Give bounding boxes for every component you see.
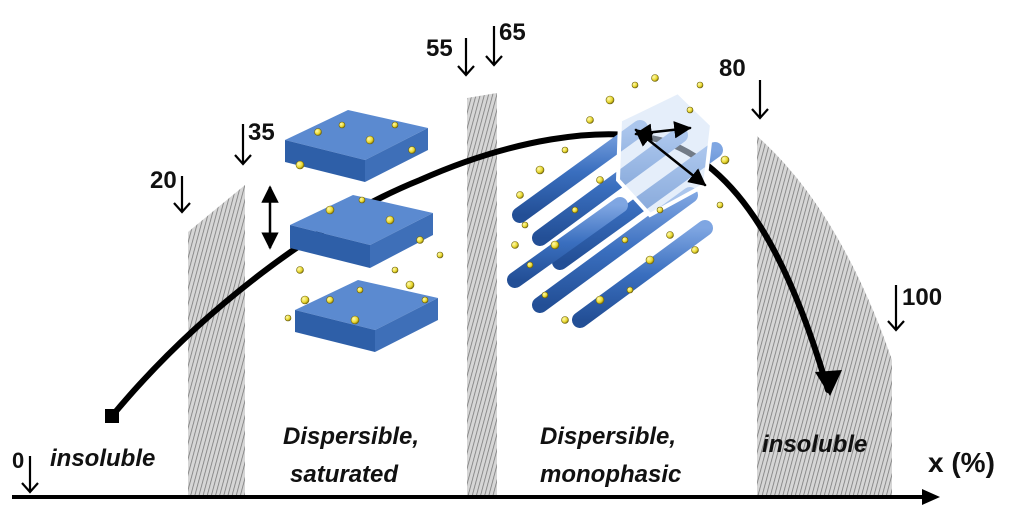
sheet-middle <box>290 195 433 268</box>
marker-arrow-80 <box>751 80 769 120</box>
marker-arrow-0 <box>21 456 39 494</box>
marker-arrow-65 <box>485 26 503 67</box>
region-monophasic-line2: monophasic <box>540 461 681 488</box>
marker-0: 0 <box>12 448 24 473</box>
rod-bundle <box>507 89 723 328</box>
region-insoluble-left: insoluble <box>50 445 155 472</box>
band-80-100 <box>757 136 892 497</box>
curve-arrowhead <box>815 370 842 396</box>
marker-65: 65 <box>499 19 526 46</box>
marker-100: 100 <box>902 284 942 311</box>
rod-spacing-arrow-2 <box>634 121 692 141</box>
lamellar-stack <box>261 110 438 352</box>
sheet-top <box>285 110 428 182</box>
marker-arrow-35 <box>234 124 252 166</box>
region-saturated-line2: saturated <box>290 461 399 488</box>
marker-80: 80 <box>719 55 746 82</box>
x-axis-arrowhead <box>922 489 940 505</box>
band-55-65 <box>467 93 497 497</box>
marker-arrows <box>21 26 905 494</box>
marker-35: 35 <box>248 119 275 146</box>
region-saturated-line1: Dispersible, <box>283 423 419 450</box>
marker-55: 55 <box>426 35 453 62</box>
trajectory-curve <box>109 131 831 419</box>
sheet-bottom <box>295 280 438 352</box>
marker-arrow-55 <box>457 38 475 77</box>
marker-arrow-100 <box>887 285 905 332</box>
band-20-35 <box>188 185 245 497</box>
region-monophasic-line1: Dispersible, <box>540 423 676 450</box>
region-insoluble-right: insoluble <box>762 431 867 458</box>
particles <box>284 74 730 325</box>
marker-20: 20 <box>150 167 177 194</box>
marker-arrow-20 <box>173 176 191 214</box>
axis-label: x (%) <box>928 447 995 478</box>
curve-start-square <box>105 409 119 423</box>
